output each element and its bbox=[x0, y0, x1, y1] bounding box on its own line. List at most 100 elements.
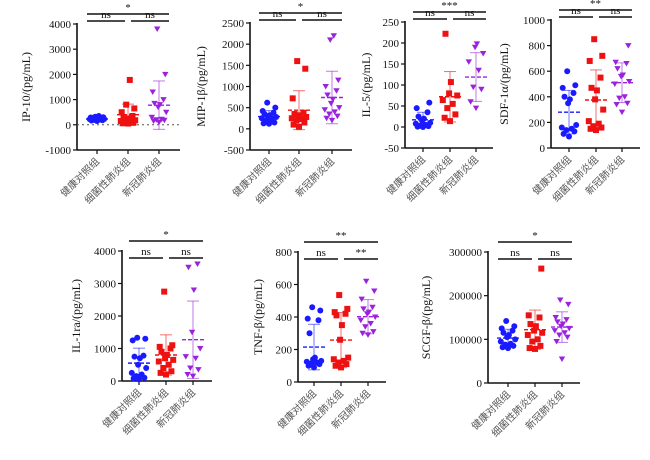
data-point bbox=[507, 340, 514, 347]
data-point bbox=[556, 332, 563, 338]
y-tick-label: 2000 bbox=[222, 39, 245, 51]
data-point bbox=[162, 355, 169, 362]
data-point bbox=[160, 97, 167, 103]
y-tick-label: -500 bbox=[224, 145, 245, 157]
data-point bbox=[335, 77, 342, 84]
data-point bbox=[197, 346, 204, 352]
data-point bbox=[618, 109, 626, 116]
y-tick-label: 600 bbox=[529, 66, 546, 78]
data-point bbox=[87, 114, 94, 121]
data-point bbox=[465, 59, 472, 65]
data-point bbox=[553, 339, 560, 345]
data-point bbox=[369, 304, 376, 311]
y-tick-label: 1000 bbox=[49, 95, 72, 107]
data-point bbox=[160, 365, 167, 371]
data-point bbox=[502, 341, 509, 348]
data-point bbox=[155, 358, 162, 365]
y-tick-label: 200000 bbox=[449, 291, 483, 303]
data-point bbox=[168, 368, 175, 375]
data-point bbox=[590, 123, 597, 130]
data-point bbox=[323, 115, 330, 122]
data-point bbox=[614, 66, 621, 72]
data-point bbox=[526, 345, 533, 352]
data-point bbox=[478, 86, 485, 93]
data-point bbox=[439, 97, 446, 104]
y-tick-label: 50 bbox=[388, 101, 400, 113]
y-tick-label: 200 bbox=[276, 345, 293, 357]
data-point bbox=[372, 314, 379, 320]
data-point bbox=[195, 367, 202, 373]
data-point bbox=[140, 352, 147, 359]
data-point bbox=[444, 105, 451, 112]
data-point bbox=[358, 296, 365, 303]
data-point bbox=[135, 361, 142, 368]
data-point bbox=[537, 342, 544, 349]
data-point bbox=[538, 265, 545, 272]
data-point bbox=[311, 354, 318, 361]
data-point bbox=[331, 109, 338, 115]
data-point bbox=[524, 331, 531, 338]
data-point bbox=[563, 127, 570, 134]
significance-label: ** bbox=[356, 247, 367, 259]
y-tick-label: 0 bbox=[66, 120, 72, 132]
data-point bbox=[264, 99, 271, 106]
y-tick-label: 250 bbox=[383, 17, 400, 29]
data-point bbox=[167, 345, 174, 352]
data-point bbox=[616, 95, 623, 102]
data-point bbox=[559, 84, 566, 91]
data-point bbox=[338, 322, 345, 329]
y-tick-label: 4000 bbox=[94, 246, 117, 258]
data-point bbox=[343, 361, 350, 368]
data-point bbox=[498, 325, 505, 332]
significance-label: * bbox=[163, 229, 169, 241]
panel-6: 0200400600800TNF-β/(pg/mL)健康对照组细菌性肺炎组新冠肺… bbox=[251, 230, 386, 439]
series-3 bbox=[551, 297, 573, 362]
data-point bbox=[417, 122, 424, 129]
data-point bbox=[591, 36, 598, 43]
data-point bbox=[158, 116, 165, 123]
data-point bbox=[472, 105, 480, 112]
y-tick-label: 1000 bbox=[222, 82, 245, 94]
data-point bbox=[100, 114, 107, 121]
data-point bbox=[536, 314, 543, 321]
data-point bbox=[566, 325, 573, 332]
y-tick-label: 1000 bbox=[94, 344, 117, 356]
significance-label: ** bbox=[336, 230, 347, 242]
data-point bbox=[473, 41, 481, 47]
data-point bbox=[321, 107, 328, 113]
series-2 bbox=[288, 58, 310, 131]
data-point bbox=[597, 74, 604, 81]
y-axis-label: SDF-1α/(pg/mL) bbox=[497, 43, 511, 125]
data-point bbox=[593, 87, 600, 94]
data-point bbox=[270, 109, 277, 116]
data-point bbox=[623, 61, 630, 67]
y-axis-label: SCGF-β/(pg/mL) bbox=[419, 276, 433, 359]
significance-label: * bbox=[532, 230, 538, 242]
panel-2: -50005001000150020002500MIP-1β/(pg/mL)健康… bbox=[194, 1, 352, 207]
data-point bbox=[338, 364, 344, 371]
data-point bbox=[611, 81, 618, 87]
data-point bbox=[532, 345, 538, 352]
y-axis-label: IP-10/(pg/mL) bbox=[19, 52, 33, 122]
y-tick-label: 0 bbox=[394, 122, 400, 134]
data-point bbox=[592, 96, 599, 103]
data-point bbox=[525, 312, 532, 319]
data-point bbox=[625, 43, 632, 49]
y-tick-label: 800 bbox=[276, 247, 293, 259]
data-point bbox=[326, 111, 333, 118]
data-point bbox=[293, 117, 300, 124]
data-point bbox=[120, 114, 127, 121]
y-tick-label: 0 bbox=[111, 376, 117, 388]
series-2 bbox=[117, 76, 139, 127]
significance-label: ns bbox=[181, 246, 191, 258]
series-3 bbox=[357, 278, 379, 338]
data-point bbox=[561, 93, 568, 100]
data-point bbox=[534, 336, 541, 343]
data-point bbox=[129, 337, 136, 344]
data-point bbox=[359, 330, 366, 337]
data-point bbox=[624, 100, 631, 107]
data-point bbox=[129, 112, 136, 119]
panel-1: -100001000200030004000IP-10/(pg/mL)健康对照组… bbox=[19, 2, 180, 207]
series-1 bbox=[128, 334, 150, 383]
